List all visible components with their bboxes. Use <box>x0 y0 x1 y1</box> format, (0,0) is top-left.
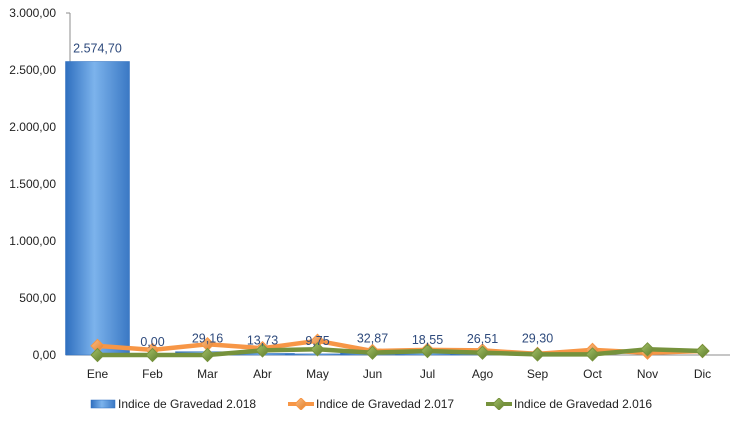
data-label: 29,30 <box>522 332 553 346</box>
legend-swatch <box>288 397 314 411</box>
x-tick-label: Jul <box>420 367 435 381</box>
y-tick-label: 0,00 <box>33 348 57 362</box>
legend-item: Indice de Gravedad 2.018 <box>90 394 256 414</box>
line-marker <box>695 343 710 359</box>
line-marker <box>640 342 655 357</box>
x-tick-label: Ago <box>472 367 494 381</box>
x-tick-label: Feb <box>142 367 163 381</box>
data-label: 29,16 <box>192 332 223 346</box>
x-tick-label: Dic <box>694 367 711 381</box>
y-tick-label: 1.500,00 <box>9 177 56 191</box>
y-tick-label: 3.000,00 <box>9 6 56 20</box>
x-tick-label: May <box>306 367 329 381</box>
x-tick-label: Nov <box>637 367 658 381</box>
axes: 0,00 500,00 1.000,00 1.500,00 2.000,00 2.500,… <box>9 6 730 381</box>
line-marker <box>530 347 545 362</box>
bar-series <box>65 61 570 356</box>
line-marker <box>90 347 105 363</box>
data-label: 13,73 <box>247 333 278 347</box>
line-marker <box>200 347 215 363</box>
data-labels: 2.574,70 0,00 29,16 13,73 9,75 32,87 18,55 26,5… <box>73 41 553 349</box>
y-tick-label: 500,00 <box>19 291 56 305</box>
x-tick-label: Jun <box>363 367 382 381</box>
legend-swatch <box>90 398 116 410</box>
line-marker <box>145 347 160 363</box>
x-tick-label: Ene <box>87 367 109 381</box>
data-label: 0,00 <box>140 335 164 349</box>
legend-label: Indice de Gravedad 2.016 <box>514 397 653 411</box>
x-tick-label: Abr <box>253 367 272 381</box>
y-tick-label: 2.500,00 <box>9 63 56 77</box>
data-label: 2.574,70 <box>73 41 122 55</box>
y-tick-label: 1.000,00 <box>9 234 56 248</box>
line-marker <box>420 343 435 359</box>
x-tick-label: Mar <box>197 367 218 381</box>
bar <box>65 61 130 356</box>
line-marker <box>255 343 270 358</box>
x-tick-label: Oct <box>583 367 602 381</box>
legend-label: Indice de Gravedad 2.017 <box>316 397 455 411</box>
legend-label: Indice de Gravedad 2.018 <box>118 397 257 411</box>
line-marker <box>475 345 490 360</box>
legend-item: Indice de Gravedad 2.016 <box>486 394 652 414</box>
line-marker <box>310 342 325 357</box>
series-line <box>95 347 705 358</box>
legend: Indice de Gravedad 2.018 Indice de Graved… <box>0 394 738 414</box>
data-label: 32,87 <box>357 331 388 345</box>
data-label: 18,55 <box>412 333 443 347</box>
x-tick-label: Sep <box>527 367 549 381</box>
data-label: 26,51 <box>467 332 498 346</box>
line-marker <box>585 347 600 362</box>
line-series <box>90 333 710 363</box>
legend-item: Indice de Gravedad 2.017 <box>288 394 454 414</box>
y-tick-label: 2.000,00 <box>9 120 56 134</box>
line-marker <box>365 345 380 360</box>
data-label: 9,75 <box>305 334 329 348</box>
legend-swatch <box>486 397 512 411</box>
